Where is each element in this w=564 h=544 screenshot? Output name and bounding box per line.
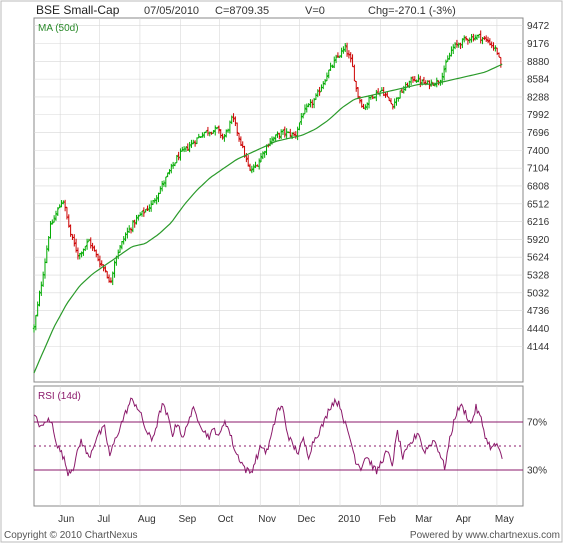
month-label: 2010	[338, 514, 361, 525]
rsi-level-label: 70%	[527, 418, 547, 429]
price-y-axis-ticks: 9472 9176 8880 8584 8288 7992 7696 7400 7104 6808…	[527, 21, 550, 353]
header-date: 07/05/2010	[144, 5, 199, 17]
price-tick-label: 4440	[527, 324, 550, 335]
month-axis: Jun Jul Aug Sep Oct Nov Dec 2010 Feb Mar Apr May	[58, 514, 514, 525]
rsi-level-label: 30%	[527, 466, 547, 477]
price-tick-label: 6216	[527, 217, 550, 228]
price-tick-label: 9176	[527, 39, 550, 50]
header-close: C=8709.35	[215, 5, 269, 17]
header-change: Chg=-270.1 (-3%)	[368, 5, 456, 17]
ma-50d-line	[33, 63, 503, 374]
month-label: Feb	[379, 514, 397, 525]
price-tick-label: 7104	[527, 164, 550, 175]
price-tick-label: 6512	[527, 199, 550, 210]
month-label: Jun	[58, 514, 74, 525]
header-volume: V=0	[305, 5, 325, 17]
month-label: Nov	[258, 514, 276, 525]
rsi-legend: RSI (14d)	[38, 391, 81, 402]
price-tick-label: 8288	[527, 92, 550, 103]
price-tick-label: 7400	[527, 146, 550, 157]
price-tick-label: 7992	[527, 110, 550, 121]
price-tick-label: 4144	[527, 342, 550, 353]
month-label: Dec	[297, 514, 315, 525]
month-label: Sep	[178, 514, 196, 525]
month-label: Apr	[456, 514, 472, 525]
month-label: Jul	[97, 514, 110, 525]
price-tick-label: 9472	[527, 21, 550, 32]
month-label: Aug	[138, 514, 156, 525]
price-tick-label: 5328	[527, 271, 550, 282]
footer-copyright: Copyright © 2010 ChartNexus	[4, 530, 138, 541]
price-tick-label: 5032	[527, 288, 550, 299]
price-panel: 9472 9176 8880 8584 8288 7992 7696 7400 7104 6808…	[32, 17, 550, 383]
price-tick-label: 5920	[527, 235, 550, 246]
price-tick-label: 5624	[527, 253, 550, 264]
footer-powered: Powered by www.chartnexus.com	[410, 530, 560, 541]
price-panel-frame	[33, 17, 524, 383]
month-label: May	[495, 514, 514, 525]
month-label: Oct	[218, 514, 234, 525]
rsi-panel: 70% 30% RSI (14d)	[33, 385, 547, 507]
price-tick-label: 4736	[527, 306, 550, 317]
price-tick-label: 7696	[527, 128, 550, 139]
chart-title: BSE Small-Cap	[36, 3, 120, 17]
price-candles	[32, 30, 503, 333]
rsi-14d-line	[33, 397, 503, 477]
price-tick-label: 6808	[527, 181, 550, 192]
price-tick-label: 8584	[527, 75, 550, 86]
ma-legend: MA (50d)	[38, 23, 79, 34]
price-gridlines	[34, 18, 523, 382]
price-tick-label: 8880	[527, 57, 550, 68]
rsi-levels: 70% 30%	[34, 418, 547, 477]
month-label: Mar	[415, 514, 433, 525]
